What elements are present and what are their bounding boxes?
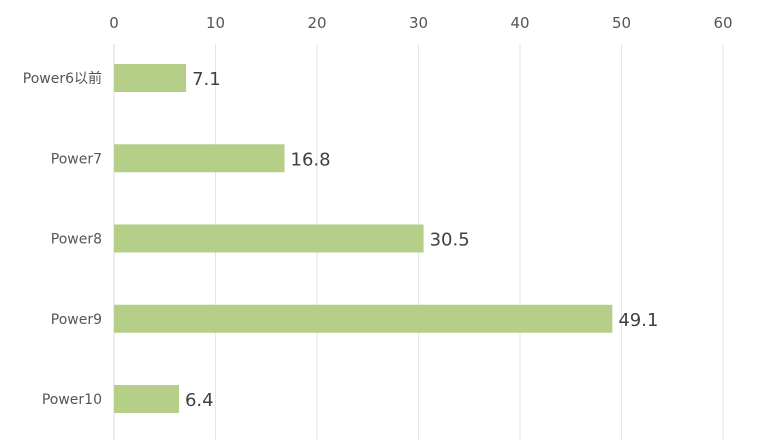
- x-tick-label: 20: [307, 14, 326, 32]
- x-axis-ticks: 0 10 20 30 40 50 60: [109, 14, 732, 32]
- category-label: Power6以前: [23, 70, 102, 87]
- category-labels: Power6以前 Power7 Power8 Power9 Power10: [23, 70, 102, 408]
- bar: [114, 304, 613, 333]
- bars: [114, 64, 613, 413]
- x-tick-label: 50: [612, 14, 631, 32]
- x-tick-label: 0: [109, 14, 119, 32]
- category-label: Power10: [42, 392, 102, 408]
- category-label: Power8: [51, 232, 102, 248]
- category-label: Power9: [51, 312, 102, 328]
- x-tick-label: 10: [206, 14, 225, 32]
- x-tick-label: 60: [713, 14, 732, 32]
- category-label: Power7: [51, 151, 102, 167]
- data-label: 6.4: [185, 390, 214, 411]
- bar: [114, 385, 179, 413]
- bar: [114, 224, 424, 253]
- data-label: 7.1: [192, 69, 221, 90]
- data-label: 49.1: [618, 310, 658, 331]
- data-labels: 7.1 16.8 30.5 49.1 6.4: [185, 69, 658, 411]
- x-tick-label: 30: [409, 14, 428, 32]
- data-label: 16.8: [291, 149, 331, 170]
- bar: [114, 144, 285, 173]
- x-tick-label: 40: [510, 14, 529, 32]
- bar: [114, 64, 187, 92]
- data-label: 30.5: [430, 230, 470, 251]
